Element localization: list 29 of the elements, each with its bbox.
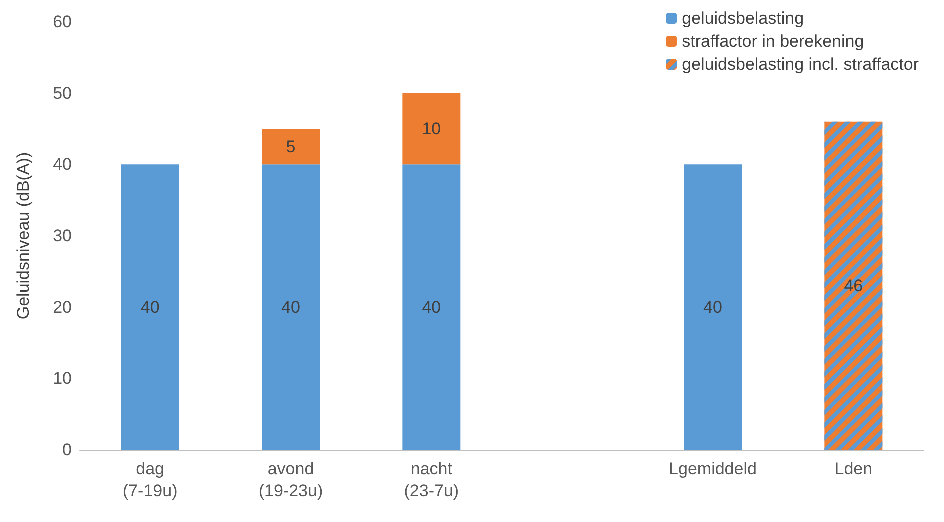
y-tick-label: 10 xyxy=(53,369,72,388)
bar xyxy=(684,164,742,450)
bar xyxy=(402,93,461,165)
legend-label: geluidsbelasting incl. straffactor xyxy=(682,55,920,74)
data-label: 10 xyxy=(422,120,442,138)
x-tick-label: dag (7-19u) xyxy=(122,460,178,500)
y-tick-label: 0 xyxy=(62,440,72,460)
data-label: 46 xyxy=(844,276,864,296)
bar xyxy=(262,164,320,450)
bar xyxy=(402,164,461,450)
y-tick-label: 60 xyxy=(53,12,72,32)
x-tick-label: avond (19-23u) xyxy=(258,460,324,500)
data-label: 40 xyxy=(282,298,300,317)
x-tick-label: Lden xyxy=(834,460,873,478)
data-label: 40 xyxy=(704,298,722,317)
y-tick-label: 20 xyxy=(53,298,72,317)
legend-label: geluidsbelasting xyxy=(682,9,804,28)
bar xyxy=(121,164,180,450)
y-axis-title: Geluidsniveau (dB(A)) xyxy=(14,152,33,320)
bar xyxy=(262,129,320,165)
x-tick-label: Lgemiddeld xyxy=(669,460,757,478)
x-tick-label: nacht (23-7u) xyxy=(404,460,460,500)
y-tick-label: 30 xyxy=(53,226,72,246)
data-label: 5 xyxy=(286,137,296,156)
data-label: 40 xyxy=(140,298,160,317)
y-tick-label: 50 xyxy=(53,84,72,103)
y-tick-label: 40 xyxy=(53,155,72,174)
legend-label: straffactor in berekening xyxy=(682,32,864,51)
data-label: 40 xyxy=(422,298,442,317)
